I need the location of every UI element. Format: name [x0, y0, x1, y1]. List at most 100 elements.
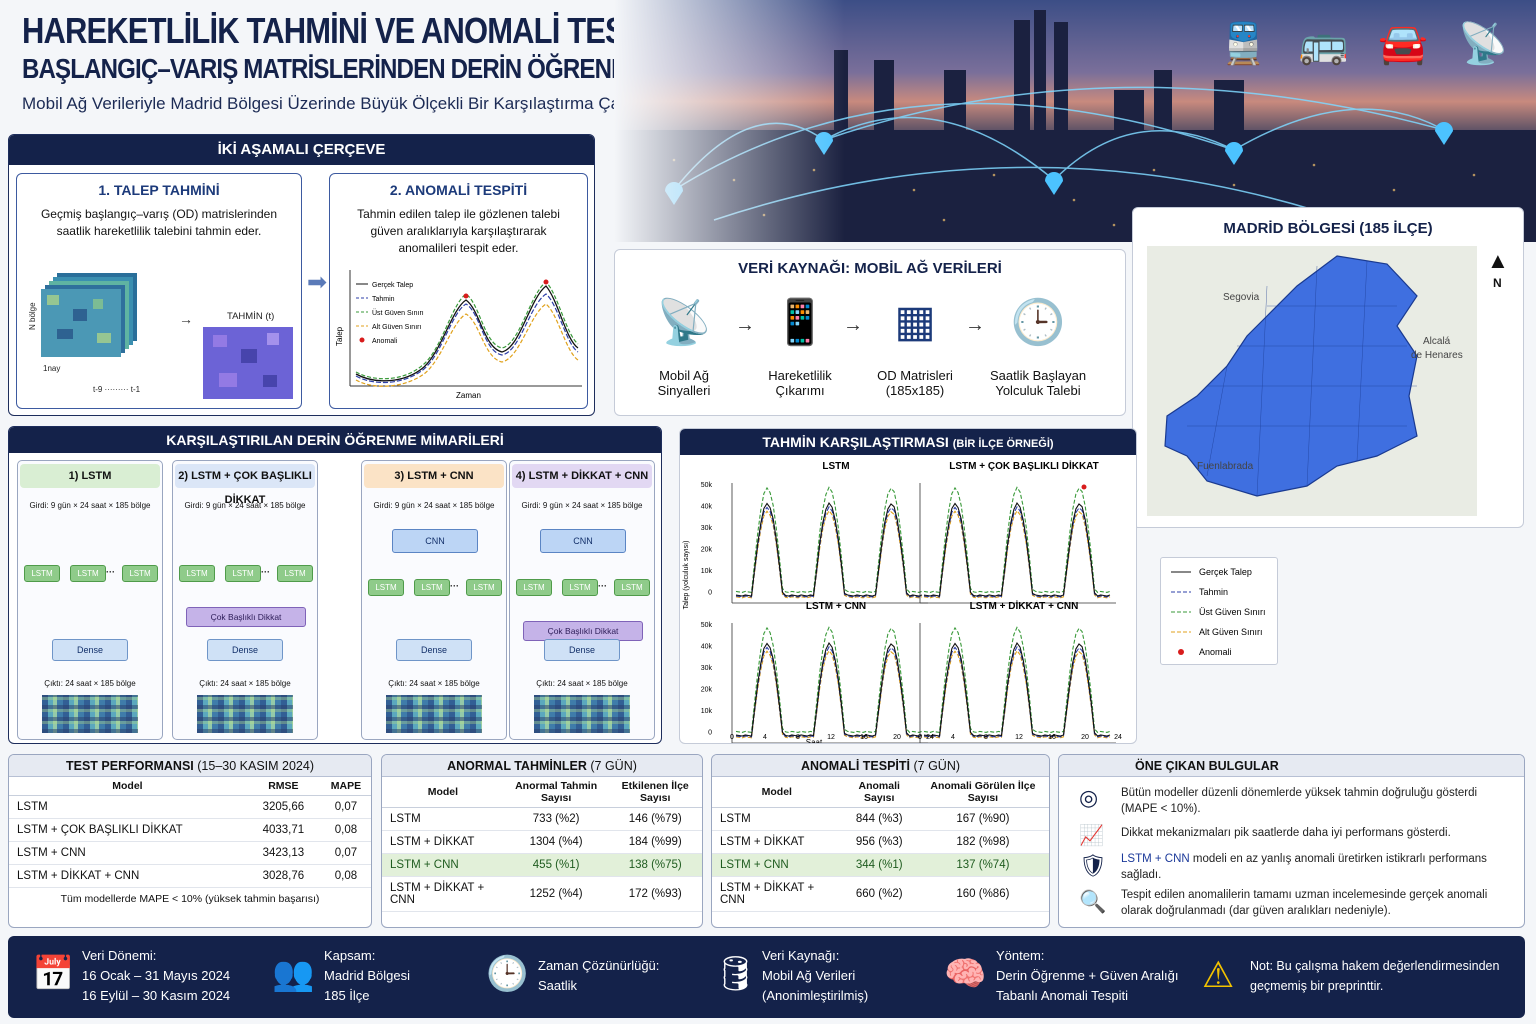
comparison-series-line [735, 649, 923, 739]
output-heatmap [386, 695, 482, 733]
footer-scope-title: Kapsam: [324, 948, 376, 963]
legend-pred: Tahmin [372, 296, 395, 303]
output-heatmap [197, 695, 293, 733]
source-step-2: 📱 Hareketlilik Çıkarımı [755, 296, 845, 398]
abnormal-header-district: Etkilenen İlçe Sayısı [608, 777, 702, 808]
architectures-title: KARŞILAŞTIRILAN DERİN ÖĞRENME MİMARİLERİ [9, 427, 661, 453]
table-cell: 182 (%98) [916, 830, 1049, 854]
source-step-1: 📡 Mobil Ağ Sinyalleri [639, 296, 729, 398]
table-cell: 160 (%86) [916, 876, 1049, 912]
ellipsis: ··· [598, 581, 607, 591]
y-tick-label: 10k [701, 708, 713, 715]
matrix-xlabel: t-9 ········· t-1 [93, 385, 141, 394]
footer-bar: 📅 Veri Dönemi: 16 Ocak – 31 Mayıs 2024 1… [8, 936, 1525, 1018]
x-tick-label: 0 [918, 734, 922, 741]
framework-title: İKİ AŞAMALI ÇERÇEVE [9, 135, 594, 165]
north-label: N [1493, 276, 1502, 290]
table-row: LSTM + CNN 455 (%1) 138 (%75) [382, 853, 702, 877]
architecture-input: Girdi: 9 gün × 24 saat × 185 bölge [29, 501, 151, 510]
warning-icon: ⚠ [1202, 954, 1235, 995]
x-tick-label: 24 [926, 734, 934, 741]
y-tick-label: 0 [708, 730, 712, 737]
abnormal-header-model: Model [382, 777, 504, 808]
brain-icon: 🧠 [944, 955, 987, 993]
comparison-series-line [923, 505, 1111, 598]
x-tick-label: 8 [984, 734, 988, 741]
footer-note-text: Bu çalışma hakem değerlendirmesinden geç… [1250, 959, 1500, 993]
footer-scope: Kapsam: Madrid Bölgesi 185 İlçe [324, 946, 410, 1006]
table-cell: 1304 (%4) [503, 830, 609, 854]
map-city-henares: de Henares [1411, 350, 1463, 361]
north-arrow-icon: ▲ [1487, 248, 1509, 273]
finding-3-highlight: LSTM + CNN [1121, 853, 1190, 865]
lstm-block: LSTM [516, 579, 552, 596]
footer-method: Yöntem: Derin Öğrenme + Güven Aralığı Ta… [996, 946, 1178, 1006]
source-step-2-line2: Çıkarımı [775, 383, 825, 398]
comparison-ylabel: Talep (yolculuk sayısı) [683, 541, 690, 610]
x-tick-label: 16 [860, 734, 868, 741]
table-cell: 3028,76 [245, 864, 321, 888]
comparison-panel-title: LSTM [822, 461, 849, 472]
comparison-series-line [735, 641, 923, 737]
test-note: Tüm modellerde MAPE < 10% (yüksek tahmin… [60, 893, 320, 905]
calendar-icon: 📅 [32, 955, 75, 993]
footer-method-line1: Derin Öğrenme + Güven Aralığı [996, 968, 1179, 983]
x-tick-label: 16 [1048, 734, 1056, 741]
architecture-card-4: 4) LSTM + DİKKAT + CNN Girdi: 9 gün × 24 … [509, 460, 655, 740]
y-tick-label: 0 [708, 590, 712, 597]
source-step-4: 🕒 Saatlik Başlayan Yolculuk Talebi [983, 296, 1093, 398]
page-tagline: Mobil Ağ Verileriyle Madrid Bölgesi Üzer… [22, 94, 674, 113]
skyline-graphic [614, 0, 1536, 242]
legend-anomaly: Anomali [372, 338, 398, 345]
step1-card: 1. TALEP TAHMİNİ Geçmiş başlangıç–varış … [16, 173, 302, 409]
test-title-sub: (15–30 KASIM 2024) [197, 759, 315, 773]
table-cell: LSTM + DİKKAT + CNN [9, 864, 246, 888]
comparison-series-line [735, 645, 923, 738]
table-cell: LSTM + DİKKAT [382, 830, 504, 854]
footer-data: Veri Kaynağı: Mobil Ağ Verileri (Anoniml… [762, 946, 868, 1006]
finding-3: LSTM + CNN modeli en az yanlış anomali ü… [1121, 851, 1511, 883]
table-row: LSTM + DİKKAT 1304 (%4) 184 (%99) [382, 830, 702, 854]
comparison-title: TAHMİN KARŞILAŞTIRMASI (BİR İLÇE ÖRNEĞİ) [680, 429, 1136, 455]
source-step-3: ▦ OD Matrisleri (185x185) [865, 296, 965, 398]
table-cell: 660 (%2) [841, 876, 917, 912]
transport-icons: 🚆 🚌 🚘 📡 [1219, 20, 1508, 67]
table-cell: 138 (%75) [608, 853, 702, 877]
table-row: LSTM + CNN 344 (%1) 137 (%74) [712, 853, 1049, 877]
footer-method-line2: Tabanlı Anomali Tespiti [996, 988, 1129, 1003]
x-tick-label: 0 [730, 734, 734, 741]
step2-desc: Tahmin edilen talep ile gözlenen talebi … [357, 207, 560, 255]
abnormal-table: Model Anormal Tahmin Sayısı Etkilenen İlçe… [382, 777, 702, 912]
dense-block: Dense [544, 639, 620, 661]
step2-title: 2. ANOMALİ TESPİTİ [389, 182, 528, 198]
map-city-segovia: Segovia [1223, 292, 1260, 303]
abnormal-header-count: Anormal Tahmin Sayısı [503, 777, 609, 808]
dense-block: Dense [396, 639, 472, 661]
comparison-series-line [735, 626, 923, 734]
finding-4: Tespit edilen anomalilerin tamamı uzman … [1121, 889, 1488, 917]
comparison-title-main: TAHMİN KARŞILAŞTIRMASI [762, 434, 949, 450]
table-cell: 3205,66 [245, 795, 321, 819]
abnormal-title-sub: (7 GÜN) [590, 759, 637, 773]
architecture-input: Girdi: 9 gün × 24 saat × 185 bölge [373, 501, 495, 510]
footer-scope-line1: Madrid Bölgesi [324, 968, 410, 983]
y-tick-label: 20k [701, 687, 713, 694]
source-step-1-line1: Mobil Ağ [659, 368, 709, 383]
legend-label: Gerçek Talep [1199, 567, 1252, 577]
map-city-fuenlabrada: Fuenlabrada [1197, 461, 1254, 472]
finding-2: Dikkat mekanizmaları pik saatlerde daha … [1121, 827, 1451, 839]
table-cell: 0,07 [320, 795, 371, 819]
y-tick-label: 20k [701, 547, 713, 554]
dense-block: Dense [52, 639, 128, 661]
source-step-3-line1: OD Matrisleri [877, 368, 953, 383]
step1-desc: Geçmiş başlangıç–varış (OD) matrislerind… [40, 207, 278, 238]
data-source-title: VERİ KAYNAĞI: MOBİL AĞ VERİLERİ [738, 260, 1002, 277]
comparison-series-line [923, 641, 1111, 737]
anomaly-chart-xlabel: Zaman [456, 391, 481, 400]
comparison-series-line [923, 501, 1111, 597]
anomaly-chart-ylabel: Talep [335, 326, 344, 346]
y-tick-label: 40k [701, 644, 713, 651]
table-cell: 167 (%90) [916, 807, 1049, 831]
anomaly-chart: Talep Zaman Gerçek Talep Tahmin Üst Güve… [335, 270, 582, 400]
shield-check-icon: 🛡 [1079, 853, 1107, 878]
